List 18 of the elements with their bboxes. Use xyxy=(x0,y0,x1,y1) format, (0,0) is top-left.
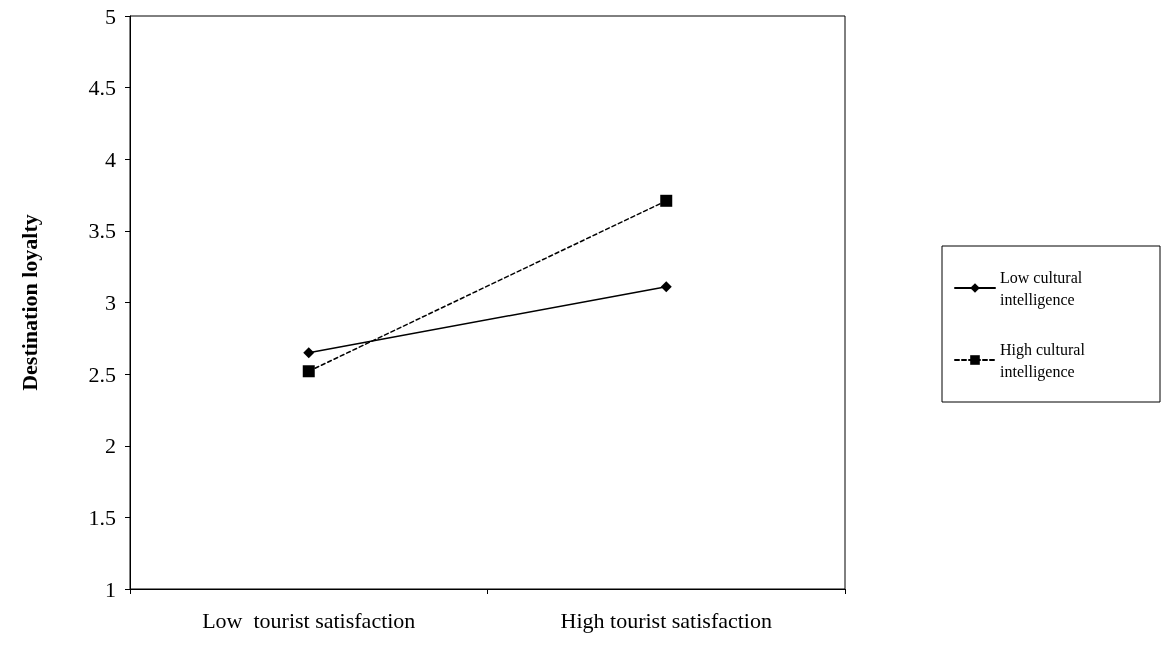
y-tick-label: 2 xyxy=(105,433,116,459)
x-tick-label: Low tourist satisfaction xyxy=(202,607,416,633)
y-axis-title: Destination loyalty xyxy=(16,214,42,391)
y-tick-label: 5 xyxy=(105,3,116,29)
y-tick-label: 1 xyxy=(105,576,116,602)
y-tick-label: 2.5 xyxy=(88,361,116,387)
point xyxy=(302,365,315,378)
y-tick-label: 4.5 xyxy=(88,75,116,101)
y-tick-label: 3.5 xyxy=(88,218,116,244)
y-tick-label: 4 xyxy=(105,146,116,172)
x-tick-label: High tourist satisfaction xyxy=(560,607,772,633)
point xyxy=(660,281,672,293)
point xyxy=(660,194,673,207)
y-tick-label: 1.5 xyxy=(88,504,116,530)
legend-label: High cultural intelligence xyxy=(1000,340,1089,381)
legend-label: Low cultural intelligence xyxy=(1000,268,1087,309)
point xyxy=(303,347,315,359)
y-tick-label: 3 xyxy=(105,290,116,315)
